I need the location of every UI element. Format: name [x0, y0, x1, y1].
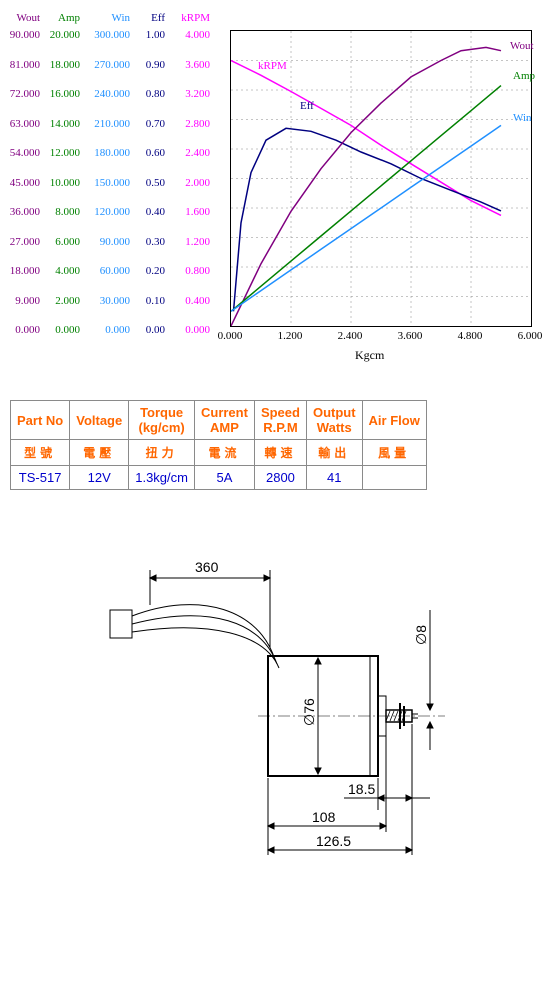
dim-lead: 360	[195, 559, 219, 575]
series-label-win: Win	[513, 112, 532, 124]
dim-shaft-len: 18.5	[348, 781, 375, 797]
plot-area	[230, 30, 532, 327]
dim-total-len: 126.5	[316, 833, 351, 849]
dim-shaft-dia: ∅8	[413, 625, 429, 645]
x-axis-label: Kgcm	[355, 348, 384, 363]
spec-table: Part NoVoltageTorque(kg/cm)CurrentAMPSpe…	[10, 400, 427, 490]
motor-performance-chart: Wout90.00081.00072.00063.00054.00045.000…	[0, 0, 550, 360]
dim-dia: ∅76	[301, 698, 317, 726]
series-label-amp: Amp	[513, 70, 535, 82]
series-label-eff: Eff	[300, 100, 314, 112]
series-label-wout: Wout	[510, 40, 534, 52]
series-label-krpm: kRPM	[258, 60, 287, 72]
dimension-drawing: 360 ∅76	[0, 530, 550, 910]
dim-body-len: 108	[312, 809, 336, 825]
